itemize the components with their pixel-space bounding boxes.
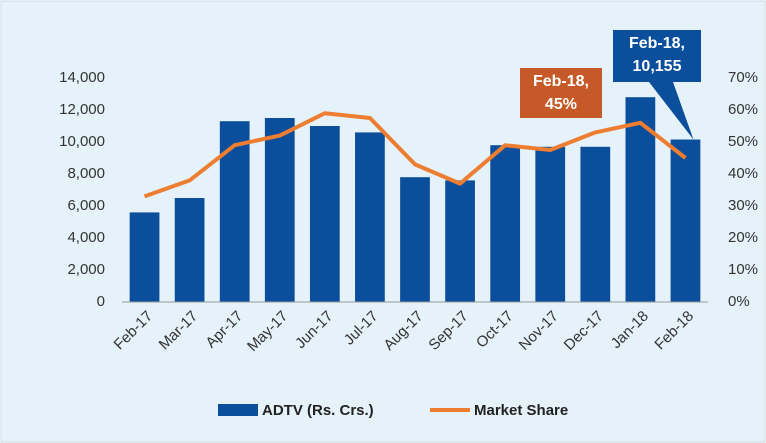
y-tick-label: 0: [97, 293, 105, 310]
y2-tick-label: 50%: [728, 133, 758, 150]
annotation-text: Feb-18,: [533, 73, 589, 90]
y2-tick-label: 20%: [728, 229, 758, 246]
bar: [400, 177, 430, 302]
legend-label: Market Share: [474, 402, 568, 419]
annotation-text: 10,155: [633, 58, 682, 75]
annotation-text: 45%: [545, 96, 577, 113]
y2-tick-label: 10%: [728, 261, 758, 278]
y2-tick-label: 40%: [728, 165, 758, 182]
bar: [129, 212, 160, 302]
bar: [355, 132, 385, 302]
y2-tick-label: 30%: [728, 197, 758, 214]
y-tick-label: 4,000: [67, 229, 105, 246]
bar: [309, 126, 340, 302]
y2-tick-label: 70%: [728, 69, 758, 86]
bar: [490, 145, 521, 302]
y-tick-label: 10,000: [59, 133, 105, 150]
y-tick-label: 6,000: [67, 197, 105, 214]
bar: [625, 97, 656, 302]
annotation-box: [520, 68, 680, 158]
y-tick-label: 12,000: [59, 101, 105, 118]
annotation-text: Feb-18,: [629, 35, 685, 52]
y-tick-label: 14,000: [59, 69, 105, 86]
y2-tick-label: 60%: [728, 101, 758, 118]
bar: [174, 198, 205, 302]
y2-tick-label: 0%: [728, 293, 750, 310]
bar: [445, 180, 475, 302]
bar: [580, 146, 611, 302]
y-tick-label: 8,000: [67, 165, 105, 182]
bar: [535, 146, 566, 302]
legend-swatch: [218, 404, 258, 416]
bar: [264, 118, 295, 302]
bar: [219, 121, 250, 302]
legend-label: ADTV (Rs. Crs.): [262, 402, 374, 419]
line: [143, 111, 687, 199]
bar: [670, 139, 701, 302]
annotation-box: [613, 30, 701, 140]
y-tick-label: 2,000: [67, 261, 105, 278]
